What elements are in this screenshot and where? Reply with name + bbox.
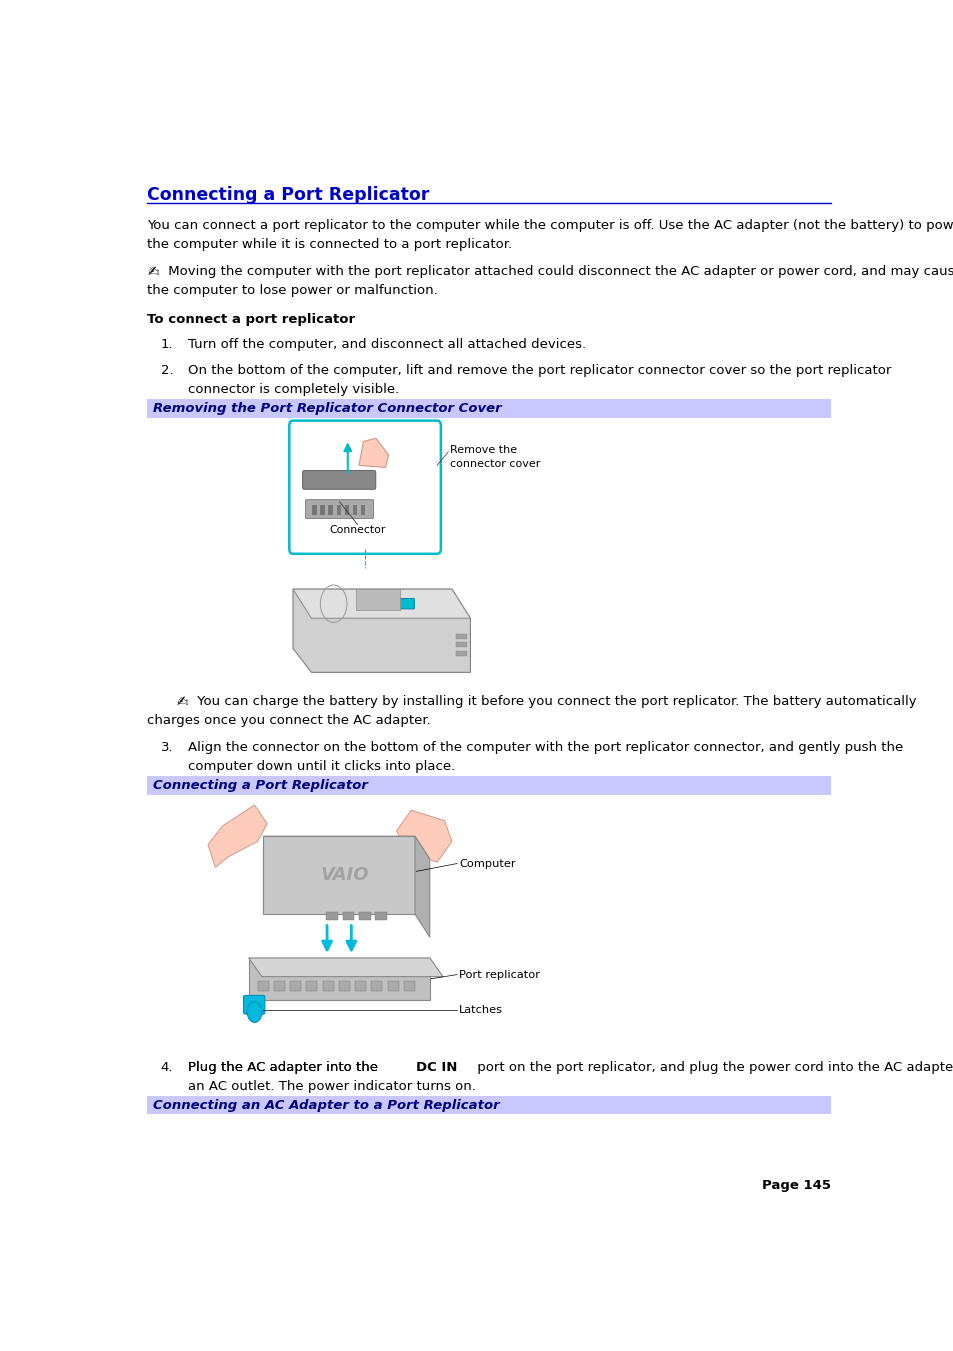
Text: Align the connector on the bottom of the computer with the port replicator conne: Align the connector on the bottom of the… [188,742,902,754]
Text: Port replicator: Port replicator [459,970,539,979]
Bar [387,981,398,992]
Text: Moving the computer with the port replicator attached could disconnect the AC ad: Moving the computer with the port replic… [164,265,953,278]
Text: On the bottom of the computer, lift and remove the port replicator connector cov: On the bottom of the computer, lift and … [188,363,890,377]
Bar [360,505,365,515]
Text: Removing the Port Replicator Connector Cover: Removing the Port Replicator Connector C… [152,401,500,415]
Text: Remove the
connector cover: Remove the connector cover [450,444,540,469]
Bar [355,589,400,609]
Text: Connecting a Port Replicator: Connecting a Port Replicator [147,186,429,204]
Bar [456,651,466,655]
Text: To connect a port replicator: To connect a port replicator [147,313,355,326]
Text: Plug the AC adapter into the: Plug the AC adapter into the [188,1061,382,1074]
Polygon shape [358,438,388,467]
Polygon shape [293,589,470,673]
Bar [353,505,357,515]
Text: computer down until it clicks into place.: computer down until it clicks into place… [188,759,455,773]
Bar [328,505,333,515]
Bar [344,505,349,515]
Text: Connector: Connector [329,524,385,535]
Text: connector is completely visible.: connector is completely visible. [188,382,399,396]
Polygon shape [249,958,442,977]
Bar [257,981,269,992]
Text: 3.: 3. [160,742,173,754]
Bar [147,777,830,794]
FancyBboxPatch shape [305,500,374,519]
Bar [290,981,301,992]
Text: Plug the AC adapter into the ​DC IN​ port on the port replicator, and plug the p: Plug the AC adapter into the ​DC IN​ por… [188,1061,934,1074]
Text: Computer: Computer [459,858,516,869]
Bar [147,400,830,417]
Text: the computer to lose power or malfunction.: the computer to lose power or malfunctio… [147,284,437,297]
Bar [274,981,285,992]
Text: Plug the AC adapter into the: Plug the AC adapter into the [188,1061,382,1074]
FancyBboxPatch shape [243,996,265,1015]
Text: You can charge the battery by installing it before you connect the port replicat: You can charge the battery by installing… [193,696,916,708]
Bar [355,981,366,992]
Text: Latches: Latches [459,1005,503,1015]
Text: Turn off the computer, and disconnect all attached devices.: Turn off the computer, and disconnect al… [188,338,585,351]
Text: ✍: ✍ [147,265,159,280]
Bar [249,958,429,1000]
FancyBboxPatch shape [379,598,414,609]
Text: ✍: ✍ [176,696,189,709]
Bar [456,634,466,639]
Bar [147,794,830,1044]
Bar [358,912,371,920]
Bar [306,981,317,992]
Bar [375,912,387,920]
Text: 4.: 4. [160,1061,173,1074]
Polygon shape [396,811,452,862]
Text: the computer while it is connected to a port replicator.: the computer while it is connected to a … [147,238,512,251]
Bar [371,981,382,992]
Polygon shape [208,805,267,867]
Circle shape [247,1001,262,1023]
Text: port on the port replicator, and plug the power cord into the AC adapter and: port on the port replicator, and plug th… [473,1061,953,1074]
Bar [326,912,337,920]
Text: an AC outlet. The power indicator turns on.: an AC outlet. The power indicator turns … [188,1079,476,1093]
Text: 2.: 2. [160,363,173,377]
Text: You can connect a port replicator to the computer while the computer is off. Use: You can connect a port replicator to the… [147,219,953,232]
Text: Connecting a Port Replicator: Connecting a Port Replicator [152,780,367,792]
Bar [342,912,354,920]
Bar [403,981,415,992]
Bar [456,642,466,647]
Polygon shape [263,836,429,859]
Text: Page 145: Page 145 [760,1179,830,1192]
Text: 1.: 1. [160,338,173,351]
Polygon shape [293,589,470,619]
Bar [312,505,316,515]
Polygon shape [263,836,415,915]
Bar [320,505,324,515]
Text: charges once you connect the AC adapter.: charges once you connect the AC adapter. [147,713,431,727]
Bar [147,417,830,682]
Text: VAIO: VAIO [320,866,369,884]
Bar [338,981,350,992]
Text: DC IN: DC IN [416,1061,456,1074]
FancyBboxPatch shape [289,420,440,554]
Bar [147,1096,830,1115]
Bar [336,505,341,515]
Text: Connecting an AC Adapter to a Port Replicator: Connecting an AC Adapter to a Port Repli… [152,1098,498,1112]
Bar [322,981,334,992]
Polygon shape [415,836,429,938]
FancyBboxPatch shape [302,470,375,489]
